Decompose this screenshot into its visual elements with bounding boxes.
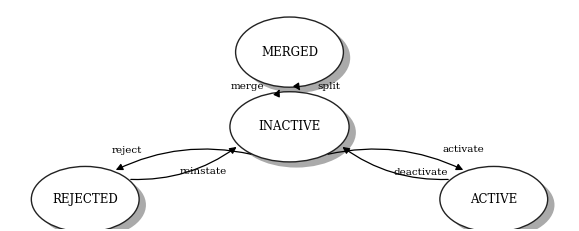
Text: reinstate: reinstate [179, 167, 227, 176]
Ellipse shape [236, 17, 343, 87]
Ellipse shape [440, 166, 548, 231]
Text: MERGED: MERGED [261, 46, 318, 59]
FancyArrowPatch shape [131, 148, 236, 179]
Text: INACTIVE: INACTIVE [258, 120, 321, 133]
FancyArrowPatch shape [117, 149, 251, 170]
Text: reject: reject [112, 146, 142, 155]
Text: merge: merge [230, 82, 264, 91]
Text: ACTIVE: ACTIVE [470, 193, 518, 206]
Text: activate: activate [443, 145, 485, 154]
Ellipse shape [237, 97, 356, 167]
Text: REJECTED: REJECTED [52, 193, 118, 206]
Ellipse shape [38, 172, 146, 231]
Ellipse shape [230, 92, 349, 162]
FancyArrowPatch shape [343, 148, 448, 179]
Ellipse shape [243, 23, 350, 93]
Ellipse shape [31, 166, 139, 231]
FancyArrowPatch shape [294, 83, 299, 90]
FancyArrowPatch shape [274, 90, 279, 97]
Text: split: split [317, 82, 340, 91]
FancyArrowPatch shape [328, 149, 462, 170]
Ellipse shape [446, 172, 555, 231]
Text: deactivate: deactivate [394, 167, 448, 176]
